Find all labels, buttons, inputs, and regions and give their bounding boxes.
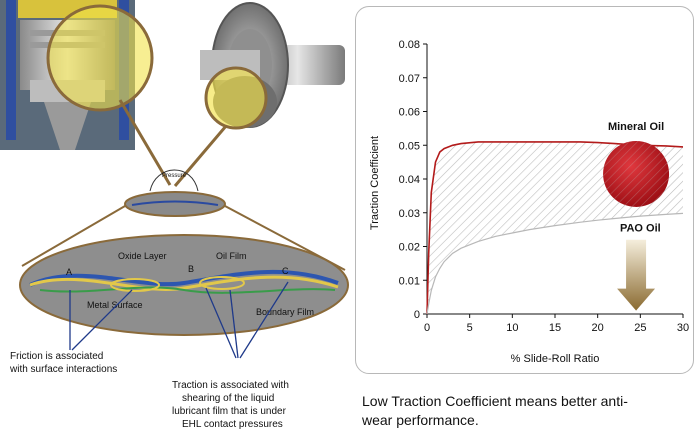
y-tick-label: 0.06 (399, 107, 420, 119)
lubrication-illustration: Pressure Oxide Layer Oil Film Metal Surf… (0, 0, 349, 430)
x-tick-label: 0 (424, 322, 430, 334)
pressure-label: Pressure (162, 173, 187, 179)
traction-note-line2: shearing of the liquid (182, 393, 274, 404)
x-tick-label: 15 (549, 322, 561, 334)
traction-note-line3: lubricant film that is under (172, 406, 287, 417)
friction-note-line2: with surface interactions (9, 364, 117, 375)
contact-ellipse-small (124, 191, 226, 217)
y-tick-label: 0 (414, 309, 420, 321)
x-tick-label: 30 (677, 322, 689, 334)
y-tick-label: 0.01 (399, 275, 420, 287)
gear-tether (173, 125, 228, 187)
caption-line1: Low Traction Coefficient means better an… (362, 393, 628, 409)
x-axis-title: % Slide-Roll Ratio (511, 353, 600, 365)
series-annotation-label: Mineral Oil (608, 121, 664, 133)
caption: Low Traction Coefficient means better an… (362, 392, 694, 430)
oil-film-label: Oil Film (216, 251, 247, 261)
x-tick-label: 5 (467, 322, 473, 334)
piston-tether (118, 99, 172, 186)
traction-chart: 0 0.01 0.02 0.03 0.04 0.05 0.06 0.07 0.08 0 5 10 15 2… (369, 39, 689, 365)
point-a-label: A (66, 267, 72, 277)
oxide-layer-label: Oxide Layer (118, 251, 167, 261)
mineral-oil-circle-hatch (603, 140, 670, 207)
x-tick-label: 25 (634, 322, 646, 334)
boundary-film-label: Boundary Film (256, 307, 314, 317)
y-axis-title: Traction Coefficient (369, 136, 381, 230)
y-tick-label: 0.02 (399, 242, 420, 254)
point-c-label: C (282, 266, 289, 276)
y-tick-label: 0.08 (399, 39, 420, 51)
downward-arrow (617, 239, 656, 311)
expand-line-left (21, 205, 126, 267)
metal-surface-label: Metal Surface (87, 300, 143, 310)
series-annotation-label: PAO Oil (620, 222, 661, 234)
point-b-label: B (188, 264, 194, 274)
x-tick-label: 20 (592, 322, 604, 334)
caption-line2: wear performance. (362, 412, 479, 428)
x-tick-label: 10 (506, 322, 518, 334)
piston-highlight-circle (46, 4, 154, 112)
traction-note-line1: Traction is associated with (172, 380, 289, 391)
y-tick-label: 0.07 (399, 73, 420, 85)
pointer-lines (69, 281, 289, 359)
gear-highlight-circle (204, 66, 268, 130)
y-tick-label: 0.03 (399, 208, 420, 220)
series-line (426, 212, 684, 315)
contact-ellipse-large (19, 234, 349, 336)
pressure-curve (149, 169, 199, 192)
traction-note-line4: EHL contact pressures (182, 419, 283, 430)
traction-chart-panel: 0 0.01 0.02 0.03 0.04 0.05 0.06 0.07 0.08 0 5 10 15 2… (355, 6, 694, 374)
y-tick-label: 0.05 (399, 140, 420, 152)
series-line (426, 141, 684, 315)
small-film-line (131, 200, 219, 206)
y-tick-label: 0.04 (399, 174, 420, 186)
friction-note-line1: Friction is associated (10, 351, 103, 362)
